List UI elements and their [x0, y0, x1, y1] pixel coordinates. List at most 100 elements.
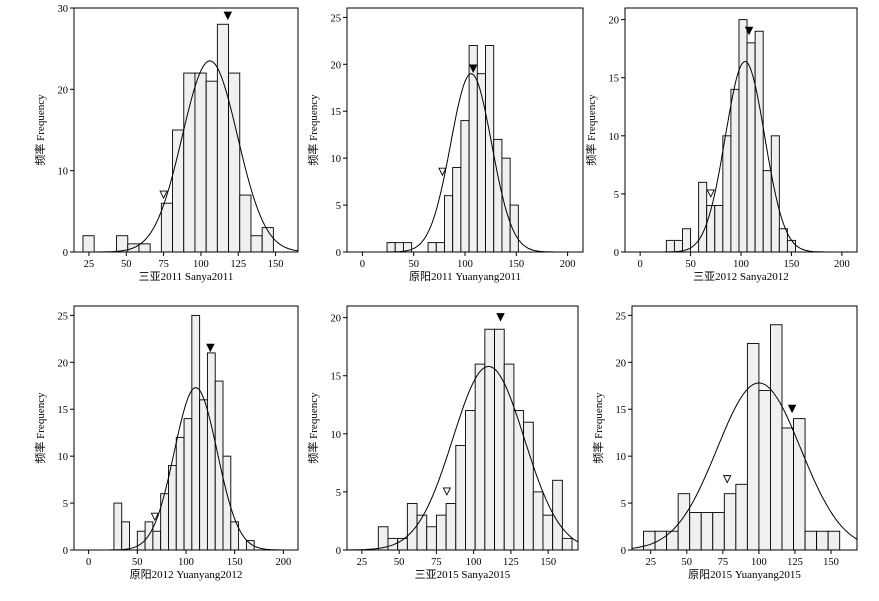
- y-axis-label: 频率 Frequency: [33, 94, 47, 166]
- normal-curve: [631, 382, 858, 549]
- histogram-bar: [435, 242, 445, 253]
- histogram-bar: [138, 243, 151, 253]
- y-axis-label: 频率 Frequency: [306, 392, 320, 464]
- y-tick-label: 20: [609, 16, 620, 27]
- histogram-bar: [493, 138, 503, 253]
- histogram-panel-4: 0 50 100 150 200 0 5 10 15 20 25 原阳2012 Yuanyang201…: [33, 305, 299, 581]
- histogram-panel-5: 25 50 75 100 125 150 0 5 10 15 20 三亚2015 Sanya2015 频…: [306, 305, 579, 581]
- x-tick-label: 75: [718, 557, 729, 568]
- histogram-bar: [816, 530, 829, 551]
- open-triangle-marker: [150, 512, 160, 522]
- histogram-bar: [206, 352, 216, 551]
- histogram-bar: [183, 72, 196, 253]
- histogram-bar: [175, 436, 185, 551]
- y-tick-label: 5: [621, 499, 626, 510]
- histogram-bar: [194, 72, 207, 253]
- y-tick-label: 0: [63, 248, 68, 259]
- x-tick-label: 0: [638, 259, 643, 270]
- histogram-bar: [205, 80, 218, 253]
- histogram-panel-1: 25 50 75 100 125 150 0 10 20 30 三亚2011 Sanya2011 频率…: [33, 4, 299, 283]
- open-triangle-marker: [722, 475, 732, 484]
- histogram-bar: [804, 530, 818, 551]
- histogram-bar: [494, 328, 505, 551]
- histogram-bar: [465, 410, 476, 551]
- x-tick-label: 50: [121, 259, 132, 270]
- histogram-bar: [121, 521, 130, 551]
- x-axis-label: 三亚2012 Sanya2012: [693, 271, 789, 283]
- x-tick-label: 125: [230, 259, 246, 270]
- y-axis-label: 频率 Frequency: [591, 392, 605, 464]
- y-axis-label: 频率 Frequency: [33, 392, 47, 464]
- x-tick-label: 200: [560, 259, 576, 270]
- histogram-bar: [82, 235, 95, 253]
- histogram-bar: [199, 399, 208, 551]
- x-axis-label: 原阳2015 Yuanyang2015: [688, 568, 801, 581]
- histogram-bar: [503, 363, 515, 551]
- x-tick-label: 150: [227, 557, 243, 568]
- y-tick-label: 20: [58, 358, 69, 369]
- open-triangle-marker: [442, 487, 452, 496]
- histogram-bar: [216, 23, 230, 253]
- x-axis-label: 三亚2015 Sanya2015: [415, 569, 511, 581]
- plot-frame: [346, 305, 579, 551]
- histogram-panel-2: 0 50 100 150 200 0 5 10 15 20 25 原阳2011 Yuanyang201…: [306, 7, 584, 283]
- histogram-bar: [723, 493, 737, 551]
- histogram-bar: [168, 465, 177, 551]
- x-tick-label: 0: [360, 259, 365, 270]
- histogram-bar: [183, 418, 193, 551]
- y-tick-label: 5: [336, 201, 341, 212]
- histogram-bar: [643, 530, 656, 551]
- histogram-bar: [501, 157, 511, 253]
- x-tick-label: 0: [86, 557, 91, 568]
- histogram-bar: [445, 503, 457, 551]
- histogram-bar: [730, 88, 740, 253]
- histogram-bar: [468, 45, 478, 253]
- x-tick-label: 25: [84, 259, 95, 270]
- x-tick-label: 125: [787, 557, 803, 568]
- x-tick-label: 125: [503, 557, 519, 568]
- x-tick-label: 150: [823, 557, 839, 568]
- histogram-bar: [191, 314, 201, 551]
- histogram-bar: [455, 444, 466, 551]
- y-axis-label: 频率 Frequency: [584, 94, 598, 166]
- x-tick-label: 50: [682, 557, 693, 568]
- histogram-bar: [144, 521, 154, 551]
- y-tick-label: 0: [336, 546, 341, 557]
- histogram-panel-6: 25 50 75 100 125 150 0 5 10 15 20 25 原阳2015 Yuanyang…: [591, 305, 858, 581]
- histogram-bar: [444, 195, 454, 253]
- y-tick-label: 25: [616, 311, 627, 322]
- histogram-bar: [386, 242, 396, 253]
- x-tick-label: 200: [834, 259, 850, 270]
- x-tick-label: 25: [357, 557, 368, 568]
- histogram-bar: [387, 537, 399, 551]
- plot-frame: [631, 305, 858, 551]
- histogram-bar: [781, 427, 794, 551]
- histogram-bar: [239, 194, 252, 253]
- histogram-bar: [172, 129, 185, 253]
- x-tick-label: 100: [466, 557, 482, 568]
- x-tick-label: 50: [685, 259, 696, 270]
- x-axis-label: 原阳2011 Yuanyang2011: [409, 270, 521, 283]
- histogram-bar: [474, 363, 486, 551]
- histogram-bar: [758, 390, 771, 551]
- histogram-bar: [426, 526, 437, 551]
- y-tick-label: 20: [331, 60, 342, 71]
- x-tick-label: 100: [751, 557, 767, 568]
- y-tick-label: 25: [331, 13, 342, 24]
- histogram-bar: [706, 205, 716, 253]
- histogram-bar: [394, 242, 404, 253]
- histogram-bar: [160, 202, 174, 253]
- histogram-bar: [698, 181, 708, 253]
- y-tick-label: 15: [609, 74, 620, 85]
- x-tick-label: 75: [158, 259, 169, 270]
- y-tick-label: 15: [616, 405, 627, 416]
- histogram-bar: [113, 502, 123, 551]
- histogram-bar: [152, 530, 162, 551]
- filled-triangle-marker: [744, 26, 754, 36]
- y-tick-label: 5: [63, 499, 68, 510]
- histogram-bar: [738, 19, 748, 253]
- y-tick-label: 20: [58, 85, 69, 96]
- histogram-bar: [770, 324, 783, 551]
- y-tick-label: 20: [331, 314, 342, 325]
- filled-triangle-marker: [787, 404, 797, 414]
